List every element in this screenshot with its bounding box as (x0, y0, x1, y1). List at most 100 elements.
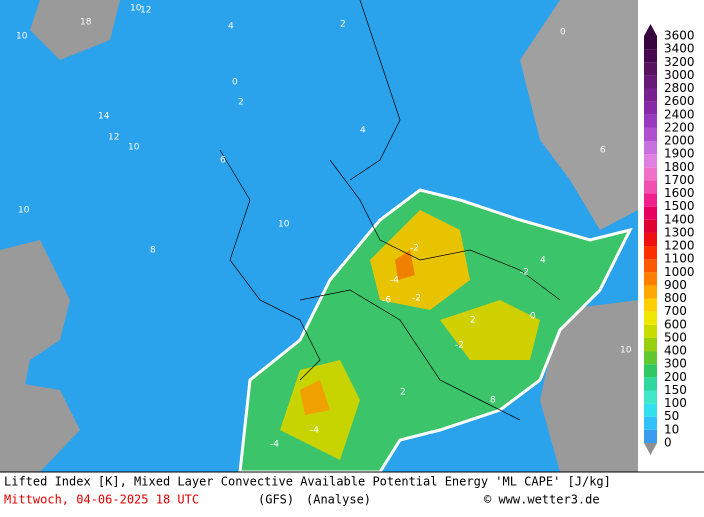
contour-label: -2 (412, 294, 421, 304)
colorbar-segment (644, 154, 657, 168)
colorbar-label: 1000 (664, 265, 695, 279)
colorbar-segment (644, 416, 657, 430)
contour-label: 10 (620, 346, 632, 356)
colorbar-label: 800 (664, 291, 687, 305)
contour-label: 12 (108, 133, 119, 143)
colorbar-segment (644, 49, 657, 63)
colorbar-label: 3600 (664, 29, 695, 43)
land (0, 0, 638, 472)
colorbar-label: 100 (664, 396, 687, 410)
colorbar-segment (644, 403, 657, 417)
colorbar-label: 900 (664, 278, 687, 292)
colorbar-label: 1800 (664, 160, 695, 174)
contour-label: 18 (80, 18, 92, 28)
colorbar-segment (644, 232, 657, 247)
colorbar-segment (644, 364, 657, 378)
colorbar-label: 200 (664, 370, 687, 384)
caption-title: Lifted Index [K], Mixed Layer Convective… (4, 475, 611, 489)
colorbar-label: 2000 (664, 134, 695, 148)
colorbar-label: 2400 (664, 107, 695, 121)
colorbar-segment (644, 311, 657, 325)
contour-label: 4 (228, 22, 234, 32)
colorbar-label: 2600 (664, 94, 695, 108)
colorbar-segment (644, 206, 657, 220)
colorbar-segment (644, 272, 657, 286)
colorbar: 0105010015020030040050060070080090010001… (644, 24, 695, 455)
contour-label: -4 (390, 276, 399, 286)
colorbar-segment (644, 259, 657, 273)
contour-label: 4 (360, 126, 366, 136)
contour-label: -2 (455, 341, 464, 351)
colorbar-top-arrow (644, 24, 657, 36)
colorbar-bottom-arrow (644, 443, 657, 455)
contour-label: 14 (98, 112, 110, 122)
contour-label: 2 (238, 98, 244, 108)
contour-label: 2 (400, 388, 406, 398)
colorbar-label: 1100 (664, 252, 695, 266)
contour-label: -2 (520, 268, 529, 278)
colorbar-segment (644, 62, 657, 76)
colorbar-label: 500 (664, 330, 687, 344)
contour-label: 10 (18, 206, 30, 216)
contour-label: 0 (530, 312, 536, 322)
contour-label: 0 (232, 78, 238, 88)
colorbar-label: 1700 (664, 173, 695, 187)
contour-label: 10 (128, 143, 140, 153)
caption-mode: (Analyse) (306, 493, 371, 507)
caption-site: © www.wetter3.de (484, 493, 600, 507)
colorbar-segment (644, 390, 657, 404)
contour-label: 2 (470, 316, 476, 326)
colorbar-segment (644, 219, 657, 233)
colorbar-segment (644, 298, 657, 312)
colorbar-segment (644, 88, 657, 102)
colorbar-segment (644, 75, 657, 89)
colorbar-label: 0 (664, 436, 672, 450)
colorbar-label: 600 (664, 317, 687, 331)
colorbar-segment (644, 36, 657, 50)
colorbar-segment (644, 167, 657, 181)
colorbar-segment (644, 337, 657, 352)
colorbar-segment (644, 324, 657, 338)
borders (219, 0, 561, 421)
contour-label: -2 (410, 244, 419, 254)
colorbar-label: 1600 (664, 186, 695, 200)
colorbar-segment (644, 114, 657, 128)
contour-label: 10 (130, 4, 142, 14)
cape-area (238, 188, 633, 474)
colorbar-label: 400 (664, 344, 687, 358)
contour-label: -6 (382, 296, 391, 306)
contour-label: 2 (340, 20, 346, 30)
colorbar-label: 1200 (664, 239, 695, 253)
contour-label: 8 (490, 396, 496, 406)
colorbar-label: 1300 (664, 225, 695, 239)
colorbar-segment (644, 377, 657, 391)
colorbar-segment (644, 246, 657, 260)
colorbar-label: 1900 (664, 147, 695, 161)
colorbar-label: 1400 (664, 212, 695, 226)
colorbar-segment (644, 285, 657, 299)
colorbar-label: 50 (664, 409, 679, 423)
contour-label: -4 (270, 440, 279, 450)
caption-model: (GFS) (258, 493, 294, 507)
colorbar-label: 2200 (664, 120, 695, 134)
contour-label: 6 (600, 146, 606, 156)
colorbar-label: 2800 (664, 81, 695, 95)
contour-label: 6 (220, 156, 226, 166)
colorbar-segment (644, 127, 657, 142)
contour-label: 10 (16, 32, 28, 42)
contour-label: 12 (140, 6, 151, 16)
colorbar-label: 3400 (664, 42, 695, 56)
caption-date: Mittwoch, 04-06-2025 18 UTC (4, 493, 199, 507)
colorbar-label: 3000 (664, 68, 695, 82)
contour-label: 4 (540, 256, 546, 266)
contour-label: 8 (150, 246, 156, 256)
colorbar-segment (644, 101, 657, 115)
colorbar-label: 10 (664, 422, 679, 436)
colorbar-label: 1500 (664, 199, 695, 213)
colorbar-segment (644, 351, 657, 365)
contour-label: 0 (560, 28, 566, 38)
colorbar-label: 3200 (664, 55, 695, 69)
contour-label: 10 (278, 220, 290, 230)
